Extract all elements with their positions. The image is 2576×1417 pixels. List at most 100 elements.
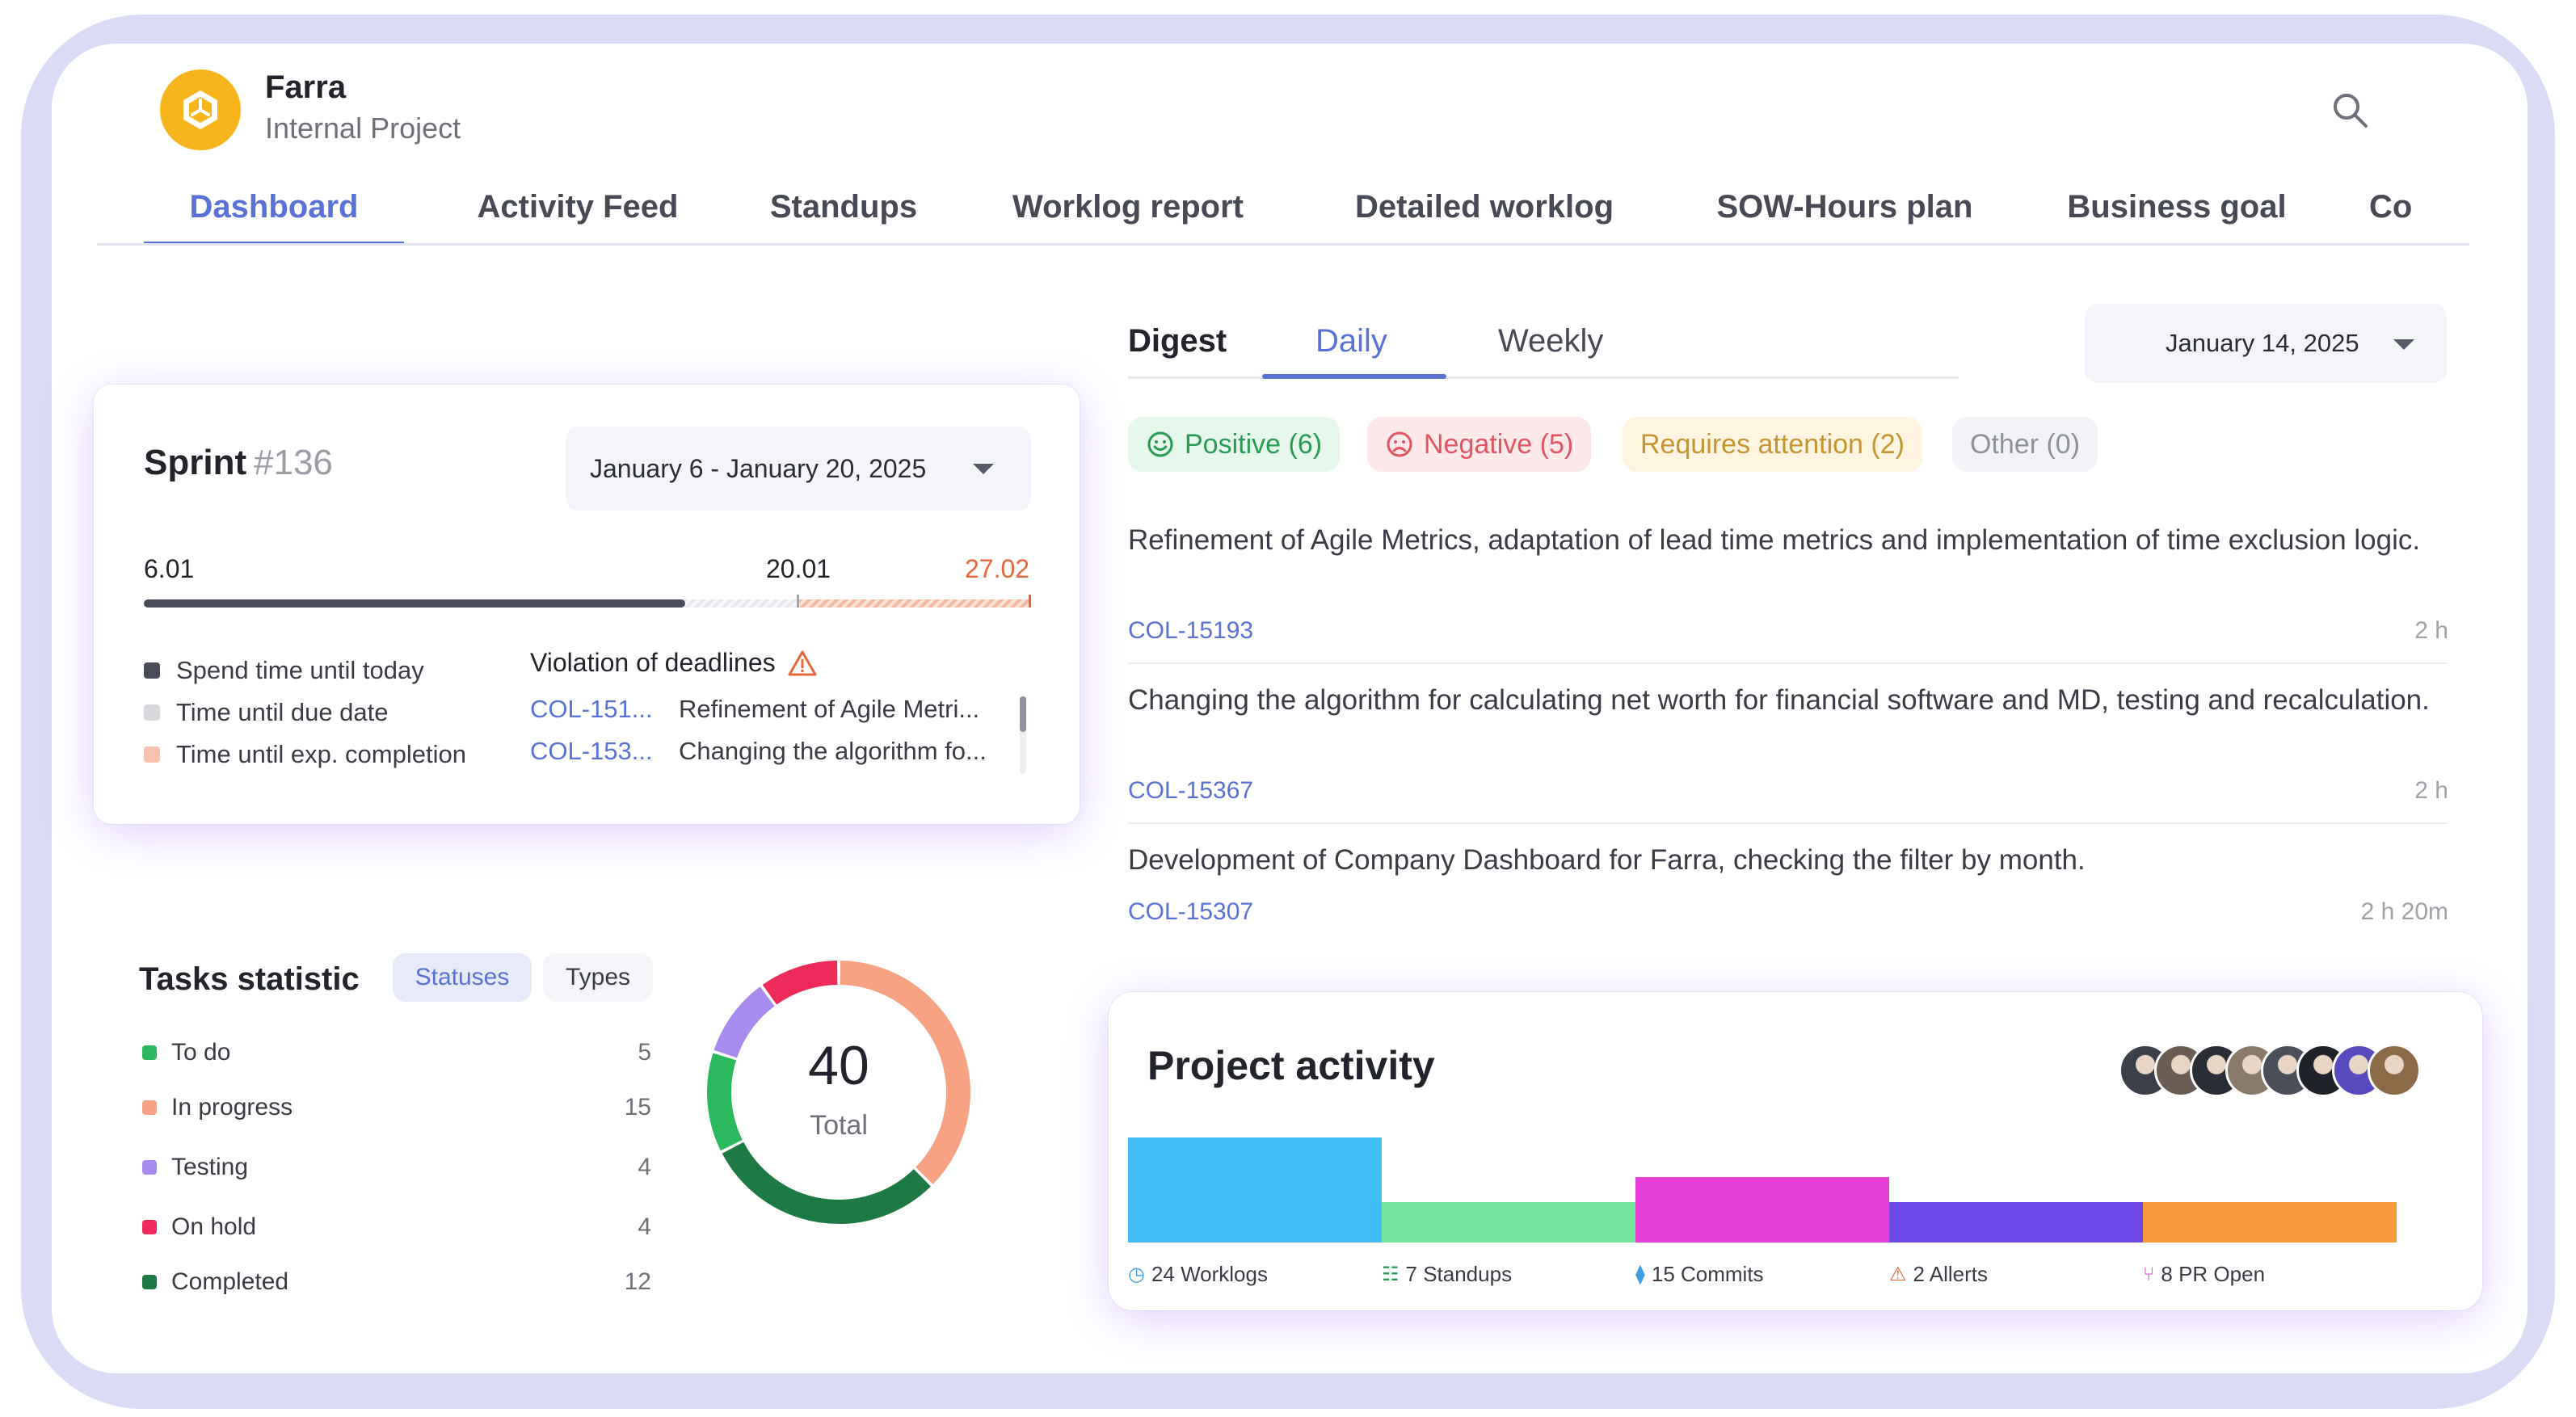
sprint-date-range: January 6 - January 20, 2025 <box>590 453 927 483</box>
filter-label: Positive (6) <box>1185 429 1323 460</box>
activity-legend-label: 15 Commits <box>1651 1262 1764 1286</box>
violation-row[interactable]: COL-153... Changing the algorithm fo... <box>530 737 1018 766</box>
digest-item-time: 2 h <box>2414 617 2448 644</box>
violation-description: Changing the algorithm fo... <box>679 737 987 765</box>
frown-icon <box>1387 431 1412 457</box>
tab-truncated[interactable]: Co <box>2369 189 2413 225</box>
digest-date-value: January 14, 2025 <box>2166 329 2359 357</box>
project-logo-icon <box>183 90 217 129</box>
digest-tab-daily[interactable]: Daily <box>1315 323 1387 359</box>
donut-segment-testing <box>713 986 775 1058</box>
tab-activity-feed[interactable]: Activity Feed <box>477 189 679 225</box>
activity-bar-alert <box>1889 1202 2143 1243</box>
activity-legend-item: ⚠ 2 Allerts <box>1889 1262 1988 1287</box>
sprint-date-select[interactable]: January 6 - January 20, 2025 <box>566 427 1031 511</box>
project-activity-title: Project activity <box>1147 1043 1435 1088</box>
activity-bar-chat <box>1382 1202 1635 1243</box>
tab-sow-hours-plan[interactable]: SOW-Hours plan <box>1716 189 1973 225</box>
main-tabs: Dashboard Activity Feed Standups Worklog… <box>97 168 2469 246</box>
violations-scroll-thumb[interactable] <box>1020 696 1026 732</box>
filter-negative[interactable]: Negative (5) <box>1367 417 1592 472</box>
legend-spend-time: Spend time until today <box>144 656 424 685</box>
status-count: 4 <box>638 1213 651 1240</box>
toggle-types[interactable]: Types <box>543 953 653 1002</box>
tab-business-goal[interactable]: Business goal <box>2067 189 2287 225</box>
filter-requires-attention[interactable]: Requires attention (2) <box>1623 417 1922 472</box>
status-label: Testing <box>171 1154 249 1180</box>
tab-detailed-worklog[interactable]: Detailed worklog <box>1354 189 1614 225</box>
digest-item-code-link[interactable]: COL-15367 <box>1128 777 1254 804</box>
violations-scrollbar[interactable] <box>1020 696 1026 774</box>
donut-segment-in-progress <box>840 961 970 1184</box>
tab-worklog-report[interactable]: Worklog report <box>1012 189 1244 225</box>
team-avatars[interactable] <box>2119 1044 2442 1097</box>
filter-label: Other (0) <box>1970 429 2081 460</box>
sprint-due-label: 20.01 <box>766 554 831 583</box>
violation-row[interactable]: COL-151... Refinement of Agile Metri... <box>530 695 1018 724</box>
activity-bar-clock <box>1128 1137 1382 1243</box>
legend-swatch <box>144 662 160 679</box>
activity-legend-item: ◷ 24 Worklogs <box>1128 1262 1268 1287</box>
toggle-statuses[interactable]: Statuses <box>393 953 532 1002</box>
status-row-completed: Completed 12 <box>142 1268 651 1296</box>
activity-legend-label: 7 Standups <box>1405 1262 1513 1286</box>
search-icon[interactable] <box>2327 87 2376 136</box>
donut-total-value: 40 <box>808 1035 869 1096</box>
filter-label: Negative (5) <box>1424 429 1574 460</box>
chevron-down-icon <box>973 464 994 474</box>
digest-tabs-divider <box>1128 376 1959 379</box>
status-row-in-progress: In progress 15 <box>142 1094 651 1121</box>
tab-dashboard[interactable]: Dashboard <box>144 168 404 243</box>
avatar[interactable] <box>2368 1044 2421 1097</box>
status-row-on-hold: On hold 4 <box>142 1213 651 1241</box>
activity-legend-label: 8 PR Open <box>2161 1262 2266 1286</box>
digest-tab-weekly[interactable]: Weekly <box>1498 323 1604 359</box>
digest-divider <box>1128 822 2448 824</box>
violation-code-link[interactable]: COL-153... <box>530 737 653 765</box>
status-label: On hold <box>171 1213 257 1240</box>
status-label: Completed <box>171 1268 289 1295</box>
legend-label: Spend time until today <box>176 656 424 684</box>
status-count: 4 <box>638 1154 651 1180</box>
status-count: 5 <box>638 1039 651 1066</box>
violations-title: Violation of deadlines <box>530 648 776 677</box>
sprint-card: Sprint #136 January 6 - January 20, 2025… <box>94 385 1080 824</box>
legend-label: Time until exp. completion <box>176 740 466 768</box>
donut-segment-on-hold <box>762 961 838 1005</box>
project-activity-card: Project activity ◷ 24 Worklogs ☷ 7 Standups… <box>1109 992 2482 1310</box>
status-swatch <box>142 1275 157 1289</box>
status-swatch <box>142 1045 157 1060</box>
activity-legend-label: 24 Worklogs <box>1151 1262 1268 1286</box>
digest-item-text: Changing the algorithm for calculating n… <box>1128 684 2430 716</box>
digest-item-time: 2 h <box>2414 777 2448 804</box>
digest-tab-indicator <box>1262 374 1446 379</box>
filter-positive[interactable]: Positive (6) <box>1128 417 1341 472</box>
project-subtitle: Internal Project <box>265 111 461 145</box>
activity-legend-label: 2 Allerts <box>1913 1262 1989 1286</box>
digest-divider <box>1128 662 2448 664</box>
tab-standups[interactable]: Standups <box>769 189 918 225</box>
filter-other[interactable]: Other (0) <box>1952 417 2098 472</box>
smile-icon <box>1147 431 1173 457</box>
chat-icon: ☷ <box>1382 1264 1400 1285</box>
tasks-statistic-title: Tasks statistic <box>139 961 360 997</box>
pull-request-icon: ⑂ <box>2143 1263 2155 1285</box>
digest-item-code-link[interactable]: COL-15307 <box>1128 898 1254 925</box>
commit-icon: ⧫ <box>1635 1264 1645 1285</box>
chevron-down-icon <box>2393 339 2414 350</box>
sprint-number: #136 <box>254 443 333 482</box>
sprint-expected-label: 27.02 <box>965 554 1030 583</box>
activity-bar-commit <box>1635 1177 1889 1243</box>
status-count: 15 <box>624 1094 651 1121</box>
project-name: Farra <box>265 69 347 105</box>
violation-description: Refinement of Agile Metri... <box>679 695 980 723</box>
violation-code-link[interactable]: COL-151... <box>530 695 653 723</box>
activity-legend-item: ☷ 7 Standups <box>1382 1262 1512 1287</box>
digest-item-time: 2 h 20m <box>2360 898 2448 925</box>
warning-icon <box>788 650 817 675</box>
legend-swatch <box>144 704 160 721</box>
digest-item-code-link[interactable]: COL-15193 <box>1128 617 1254 644</box>
digest-item-text: Development of Company Dashboard for Far… <box>1128 844 2086 876</box>
digest-date-select[interactable]: January 14, 2025 <box>2085 304 2447 383</box>
status-row-testing: Testing 4 <box>142 1154 651 1181</box>
